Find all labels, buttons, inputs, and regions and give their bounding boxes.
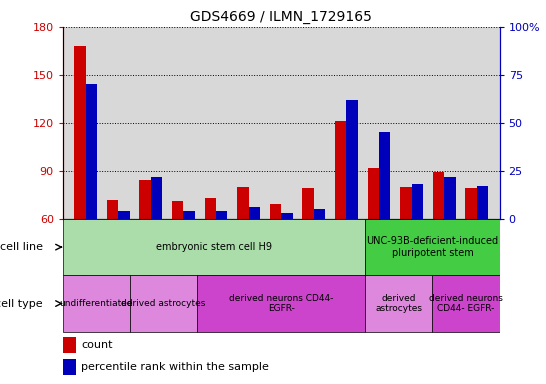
Bar — [379, 132, 390, 219]
Bar — [205, 198, 216, 315]
Text: cell type: cell type — [0, 298, 43, 309]
Text: derived neurons CD44-
EGFR-: derived neurons CD44- EGFR- — [229, 294, 334, 313]
Bar — [412, 184, 423, 219]
Bar — [63, 219, 365, 275]
Bar — [365, 275, 432, 332]
Bar — [151, 177, 162, 219]
Bar — [130, 275, 197, 332]
Title: GDS4669 / ILMN_1729165: GDS4669 / ILMN_1729165 — [190, 10, 372, 25]
Bar — [400, 187, 412, 315]
Text: derived neurons
CD44- EGFR-: derived neurons CD44- EGFR- — [429, 294, 503, 313]
Bar — [365, 219, 500, 275]
Text: count: count — [81, 340, 113, 350]
Bar — [465, 189, 477, 315]
Bar — [270, 204, 281, 315]
Bar — [367, 168, 379, 315]
Text: derived
astrocytes: derived astrocytes — [375, 294, 422, 313]
Bar — [63, 337, 76, 353]
Bar — [183, 211, 195, 219]
Bar — [118, 211, 129, 219]
Bar — [107, 200, 118, 315]
Bar — [248, 207, 260, 219]
Bar — [433, 172, 444, 315]
Bar — [477, 186, 488, 219]
Text: derived astrocytes: derived astrocytes — [121, 299, 206, 308]
Bar — [432, 275, 500, 332]
Bar — [335, 121, 346, 315]
Bar — [74, 46, 86, 315]
Bar — [197, 275, 365, 332]
Bar — [86, 84, 97, 219]
Bar — [216, 211, 227, 219]
Text: UNC-93B-deficient-induced
pluripotent stem: UNC-93B-deficient-induced pluripotent st… — [366, 236, 498, 258]
Bar — [302, 189, 314, 315]
Bar — [139, 180, 151, 315]
Text: cell line: cell line — [0, 242, 43, 252]
Bar — [172, 201, 183, 315]
Bar — [444, 177, 455, 219]
Bar — [314, 209, 325, 219]
Bar — [63, 359, 76, 375]
Text: percentile rank within the sample: percentile rank within the sample — [81, 362, 269, 372]
Text: undifferentiated: undifferentiated — [60, 299, 133, 308]
Bar — [281, 213, 293, 219]
Bar — [63, 275, 130, 332]
Text: embryonic stem cell H9: embryonic stem cell H9 — [156, 242, 272, 252]
Bar — [346, 100, 358, 219]
Bar — [237, 187, 248, 315]
